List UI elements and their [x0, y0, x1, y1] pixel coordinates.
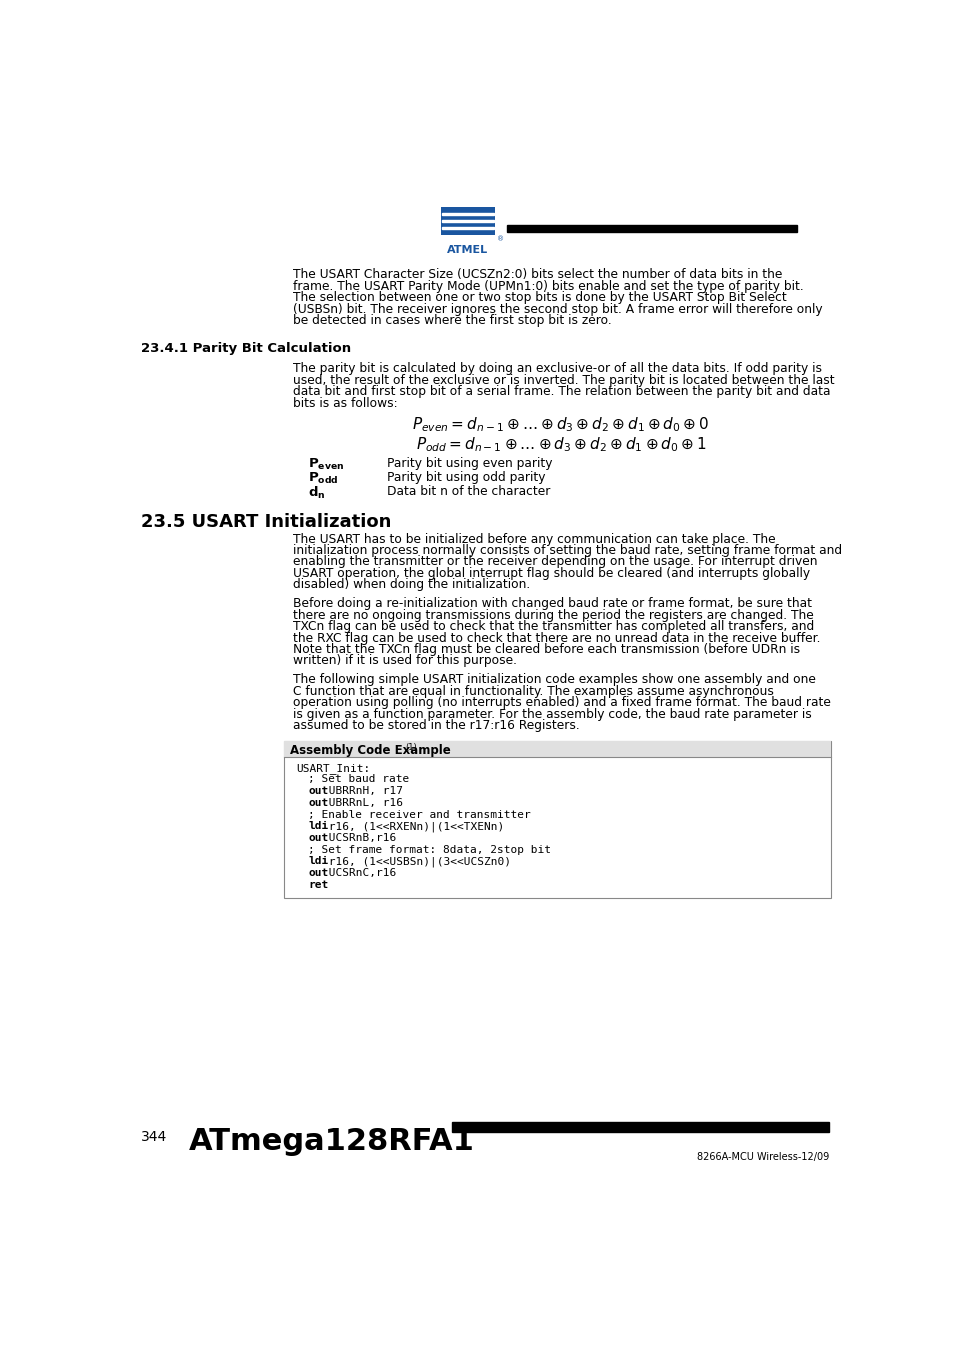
- Text: r16, (1<<USBSn)|(3<<UCSZn0): r16, (1<<USBSn)|(3<<UCSZn0): [321, 857, 511, 867]
- Text: TXCn flag can be used to check that the transmitter has completed all transfers,: TXCn flag can be used to check that the …: [293, 620, 813, 634]
- Text: (USBSn) bit. The receiver ignores the second stop bit. A frame error will theref: (USBSn) bit. The receiver ignores the se…: [293, 303, 821, 316]
- Text: Parity bit using even parity: Parity bit using even parity: [386, 457, 552, 470]
- Text: $P_{odd} = d_{n-1} \oplus \ldots \oplus d_3 \oplus d_2 \oplus d_1 \oplus d_0 \op: $P_{odd} = d_{n-1} \oplus \ldots \oplus …: [416, 435, 705, 454]
- Text: ; Enable receiver and transmitter: ; Enable receiver and transmitter: [308, 809, 531, 820]
- Text: UBRRnH, r17: UBRRnH, r17: [321, 786, 402, 796]
- Text: UBRRnL, r16: UBRRnL, r16: [321, 798, 402, 808]
- Text: ATmega128RFA1: ATmega128RFA1: [189, 1127, 475, 1156]
- Text: UCSRnB,r16: UCSRnB,r16: [321, 834, 395, 843]
- Text: out: out: [308, 786, 328, 796]
- Text: be detected in cases where the first stop bit is zero.: be detected in cases where the first sto…: [293, 313, 611, 327]
- Text: frame. The USART Parity Mode (UPMn1:0) bits enable and set the type of parity bi: frame. The USART Parity Mode (UPMn1:0) b…: [293, 280, 802, 293]
- Text: used, the result of the exclusive or is inverted. The parity bit is located betw: used, the result of the exclusive or is …: [293, 374, 834, 386]
- Text: written) if it is used for this purpose.: written) if it is used for this purpose.: [293, 654, 517, 667]
- Text: $\mathbf{P_{even}}$: $\mathbf{P_{even}}$: [307, 457, 343, 473]
- Text: enabling the transmitter or the receiver depending on the usage. For interrupt d: enabling the transmitter or the receiver…: [293, 555, 817, 569]
- Text: ret: ret: [308, 880, 328, 890]
- Text: Note that the TXCn flag must be cleared before each transmission (before UDRn is: Note that the TXCn flag must be cleared …: [293, 643, 800, 655]
- Text: (1): (1): [405, 743, 416, 751]
- Bar: [442, 213, 493, 215]
- Text: 23.5 USART Initialization: 23.5 USART Initialization: [141, 512, 391, 531]
- Text: ldi: ldi: [308, 857, 328, 866]
- Bar: [442, 227, 493, 230]
- Bar: [506, 226, 797, 232]
- Text: ATMEL: ATMEL: [447, 245, 488, 254]
- Text: disabled) when doing the initialization.: disabled) when doing the initialization.: [293, 578, 530, 592]
- Bar: [442, 220, 493, 222]
- Text: there are no ongoing transmissions during the period the registers are changed. : there are no ongoing transmissions durin…: [293, 609, 813, 621]
- Text: out: out: [308, 869, 328, 878]
- Text: USART operation, the global interrupt flag should be cleared (and interrupts glo: USART operation, the global interrupt fl…: [293, 567, 809, 580]
- Bar: [452, 1123, 828, 1132]
- Text: 344: 344: [141, 1129, 167, 1144]
- Text: Before doing a re-initialization with changed baud rate or frame format, be sure: Before doing a re-initialization with ch…: [293, 597, 811, 611]
- Text: data bit and first stop bit of a serial frame. The relation between the parity b: data bit and first stop bit of a serial …: [293, 385, 829, 399]
- Text: is given as a function parameter. For the assembly code, the baud rate parameter: is given as a function parameter. For th…: [293, 708, 811, 720]
- Text: UCSRnC,r16: UCSRnC,r16: [321, 869, 395, 878]
- Text: bits is as follows:: bits is as follows:: [293, 396, 397, 409]
- FancyBboxPatch shape: [440, 207, 495, 235]
- Text: The USART Character Size (UCSZn2:0) bits select the number of data bits in the: The USART Character Size (UCSZn2:0) bits…: [293, 269, 781, 281]
- Text: The following simple USART initialization code examples show one assembly and on: The following simple USART initializatio…: [293, 673, 815, 686]
- Text: Data bit n of the character: Data bit n of the character: [386, 485, 550, 499]
- Text: $\mathbf{P_{odd}}$: $\mathbf{P_{odd}}$: [307, 471, 338, 486]
- Text: out: out: [308, 798, 328, 808]
- Text: assumed to be stored in the r17:r16 Registers.: assumed to be stored in the r17:r16 Regi…: [293, 719, 579, 732]
- Text: 23.4.1 Parity Bit Calculation: 23.4.1 Parity Bit Calculation: [141, 342, 351, 355]
- Text: $\mathbf{d_n}$: $\mathbf{d_n}$: [307, 485, 325, 501]
- Text: USART_Init:: USART_Init:: [295, 763, 370, 774]
- Text: ®: ®: [497, 236, 503, 243]
- Text: $P_{even} = d_{n-1} \oplus \ldots \oplus d_3 \oplus d_2 \oplus d_1 \oplus d_0 \o: $P_{even} = d_{n-1} \oplus \ldots \oplus…: [412, 416, 709, 434]
- Text: The parity bit is calculated by doing an exclusive-or of all the data bits. If o: The parity bit is calculated by doing an…: [293, 362, 821, 376]
- Bar: [283, 742, 830, 757]
- Bar: [283, 742, 830, 897]
- Text: out: out: [308, 834, 328, 843]
- Text: operation using polling (no interrupts enabled) and a fixed frame format. The ba: operation using polling (no interrupts e…: [293, 696, 830, 709]
- Text: ldi: ldi: [308, 821, 328, 831]
- Text: The selection between one or two stop bits is done by the USART Stop Bit Select: The selection between one or two stop bi…: [293, 292, 786, 304]
- Text: ; Set baud rate: ; Set baud rate: [308, 774, 409, 785]
- Text: the RXC flag can be used to check that there are no unread data in the receive b: the RXC flag can be used to check that t…: [293, 631, 820, 644]
- Text: Parity bit using odd parity: Parity bit using odd parity: [386, 471, 544, 484]
- Text: ; Set frame format: 8data, 2stop bit: ; Set frame format: 8data, 2stop bit: [308, 844, 551, 855]
- Text: Assembly Code Example: Assembly Code Example: [290, 744, 450, 758]
- Text: 8266A-MCU Wireless-12/09: 8266A-MCU Wireless-12/09: [697, 1151, 828, 1162]
- Text: r16, (1<<RXENn)|(1<<TXENn): r16, (1<<RXENn)|(1<<TXENn): [321, 821, 504, 832]
- Text: initialization process normally consists of setting the baud rate, setting frame: initialization process normally consists…: [293, 544, 841, 557]
- Text: C function that are equal in functionality. The examples assume asynchronous: C function that are equal in functionali…: [293, 685, 773, 698]
- Text: The USART has to be initialized before any communication can take place. The: The USART has to be initialized before a…: [293, 532, 775, 546]
